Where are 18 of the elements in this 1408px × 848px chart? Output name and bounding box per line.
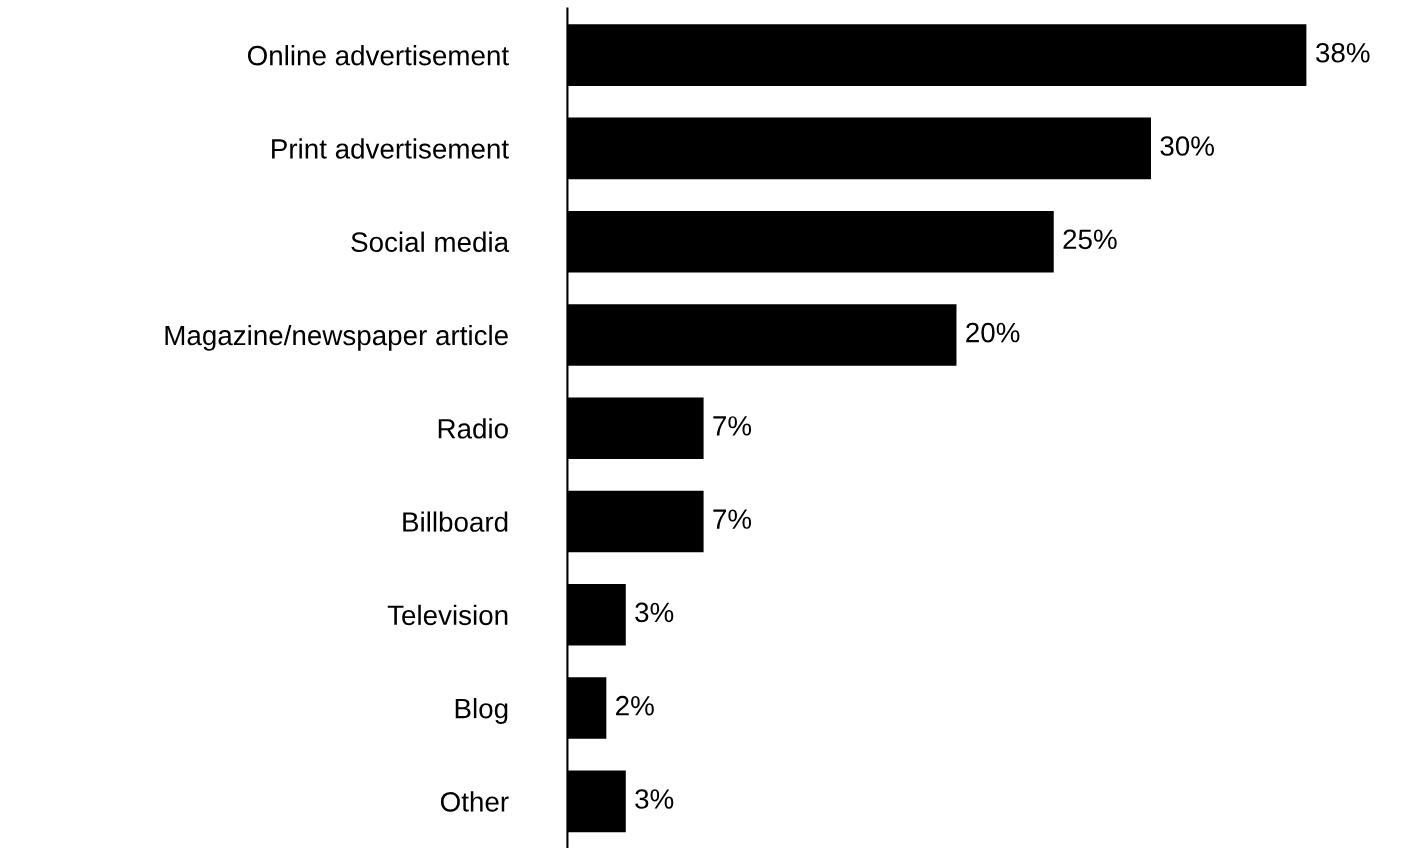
data-label: 7% [713, 509, 752, 529]
data-label: 38% [1316, 42, 1370, 63]
data-label: 20% [966, 322, 1020, 343]
y-tick-label: Social media [351, 231, 510, 253]
y-tick-label: Television [387, 604, 508, 626]
y-tick-label: Blog [455, 698, 508, 724]
data-label: 3% [635, 789, 674, 809]
data-label: 2% [616, 695, 654, 716]
y-tick-label: Print advertisement [272, 138, 509, 159]
data-label: 3% [635, 602, 674, 623]
y-tick-label: Online advertisement [247, 45, 509, 66]
data-label: 7% [713, 416, 752, 436]
data-label: 25% [1063, 229, 1117, 250]
y-tick-label: Other [440, 791, 509, 812]
y-tick-label: Radio [438, 418, 508, 439]
data-label: 30% [1160, 136, 1214, 156]
y-tick-label: Magazine/newspaper article [165, 324, 508, 351]
y-tick-label: Billboard [403, 511, 508, 532]
